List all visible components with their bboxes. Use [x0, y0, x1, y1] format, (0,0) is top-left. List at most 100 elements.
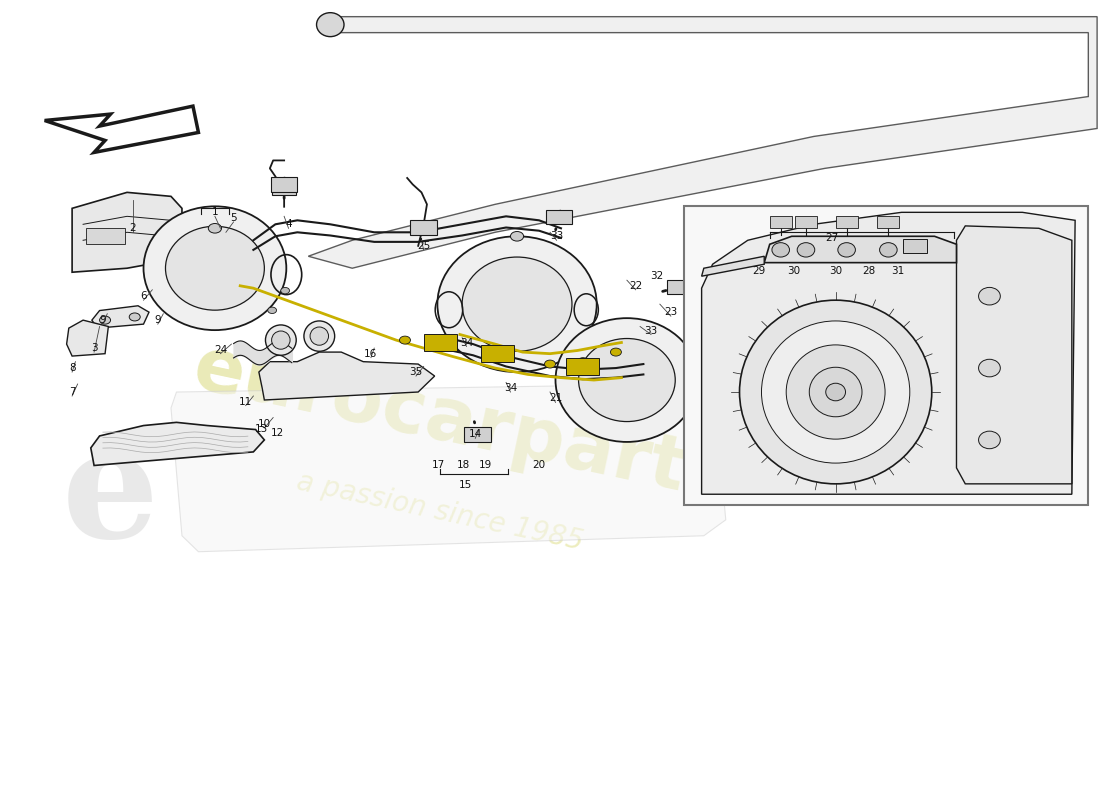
- Polygon shape: [170, 384, 726, 552]
- FancyBboxPatch shape: [546, 210, 572, 224]
- Ellipse shape: [310, 327, 329, 346]
- Text: eurocarparts: eurocarparts: [187, 331, 737, 517]
- Text: 1: 1: [211, 207, 218, 218]
- Ellipse shape: [579, 338, 675, 422]
- Ellipse shape: [399, 336, 410, 344]
- Text: 21: 21: [549, 394, 562, 403]
- Ellipse shape: [438, 236, 596, 372]
- Ellipse shape: [265, 325, 296, 355]
- Ellipse shape: [165, 226, 264, 310]
- Polygon shape: [957, 226, 1071, 484]
- Ellipse shape: [786, 345, 886, 439]
- Text: 17: 17: [431, 461, 444, 470]
- Text: 13: 13: [254, 424, 267, 434]
- Text: 8: 8: [69, 363, 76, 373]
- FancyBboxPatch shape: [795, 216, 817, 227]
- Text: 34: 34: [504, 383, 517, 393]
- Polygon shape: [258, 352, 434, 400]
- Polygon shape: [45, 106, 198, 153]
- Text: 23: 23: [664, 307, 678, 317]
- Ellipse shape: [544, 360, 556, 368]
- Text: 20: 20: [532, 461, 546, 470]
- Ellipse shape: [317, 13, 344, 37]
- Ellipse shape: [208, 223, 221, 233]
- Polygon shape: [702, 256, 764, 276]
- Ellipse shape: [838, 242, 856, 257]
- FancyBboxPatch shape: [481, 345, 514, 362]
- Ellipse shape: [272, 331, 290, 350]
- Ellipse shape: [739, 300, 932, 484]
- FancyBboxPatch shape: [878, 216, 900, 227]
- FancyBboxPatch shape: [770, 216, 792, 227]
- FancyBboxPatch shape: [903, 239, 927, 253]
- Text: 31: 31: [892, 266, 905, 276]
- Polygon shape: [73, 192, 182, 272]
- FancyBboxPatch shape: [424, 334, 456, 351]
- Ellipse shape: [761, 321, 910, 463]
- FancyBboxPatch shape: [410, 220, 437, 234]
- Ellipse shape: [267, 307, 276, 314]
- FancyBboxPatch shape: [464, 427, 491, 442]
- Text: 9: 9: [154, 315, 161, 325]
- Text: a passion since 1985: a passion since 1985: [294, 468, 586, 556]
- Text: 4: 4: [285, 219, 292, 230]
- FancyBboxPatch shape: [836, 216, 858, 227]
- Ellipse shape: [979, 431, 1000, 449]
- FancyBboxPatch shape: [271, 177, 297, 191]
- Text: 24: 24: [213, 345, 227, 354]
- Ellipse shape: [462, 257, 572, 351]
- Ellipse shape: [304, 321, 334, 351]
- FancyBboxPatch shape: [272, 182, 296, 194]
- Ellipse shape: [798, 242, 815, 257]
- FancyBboxPatch shape: [87, 228, 124, 244]
- Text: 35: 35: [409, 367, 422, 377]
- Text: 30: 30: [788, 266, 801, 276]
- Text: 10: 10: [257, 419, 271, 429]
- Ellipse shape: [610, 348, 621, 356]
- Ellipse shape: [979, 359, 1000, 377]
- Text: e: e: [62, 422, 160, 570]
- Polygon shape: [702, 212, 1075, 494]
- Text: 30: 30: [829, 266, 843, 276]
- FancyBboxPatch shape: [667, 279, 693, 294]
- Polygon shape: [67, 320, 109, 356]
- Text: 6: 6: [140, 291, 146, 301]
- Text: 14: 14: [469, 430, 482, 439]
- Ellipse shape: [129, 313, 140, 321]
- Ellipse shape: [510, 231, 524, 241]
- Text: 2: 2: [129, 223, 135, 234]
- Ellipse shape: [578, 358, 588, 366]
- Text: 29: 29: [752, 266, 766, 276]
- Ellipse shape: [826, 383, 846, 401]
- Text: 11: 11: [239, 397, 252, 406]
- Ellipse shape: [556, 318, 698, 442]
- Text: 25: 25: [417, 241, 430, 251]
- Ellipse shape: [810, 367, 862, 417]
- Polygon shape: [764, 236, 957, 262]
- Ellipse shape: [979, 287, 1000, 305]
- Text: 7: 7: [69, 387, 76, 397]
- Text: 33: 33: [550, 231, 563, 242]
- FancyBboxPatch shape: [566, 358, 600, 375]
- Polygon shape: [308, 17, 1097, 268]
- Polygon shape: [91, 422, 264, 466]
- Text: 12: 12: [271, 428, 284, 438]
- Text: 22: 22: [629, 281, 642, 290]
- Ellipse shape: [100, 316, 111, 324]
- Polygon shape: [92, 306, 148, 328]
- Ellipse shape: [143, 206, 286, 330]
- Text: 19: 19: [478, 461, 492, 470]
- Ellipse shape: [880, 242, 898, 257]
- Ellipse shape: [772, 242, 790, 257]
- Ellipse shape: [280, 287, 289, 294]
- Text: 16: 16: [364, 349, 377, 358]
- Text: 33: 33: [645, 326, 658, 335]
- Text: 32: 32: [650, 271, 663, 282]
- Text: 28: 28: [862, 266, 876, 276]
- Text: 15: 15: [459, 481, 472, 490]
- Text: 3: 3: [91, 343, 98, 353]
- Text: 9: 9: [100, 315, 107, 325]
- FancyBboxPatch shape: [684, 206, 1088, 505]
- Text: 5: 5: [230, 213, 236, 223]
- Text: 18: 18: [456, 461, 470, 470]
